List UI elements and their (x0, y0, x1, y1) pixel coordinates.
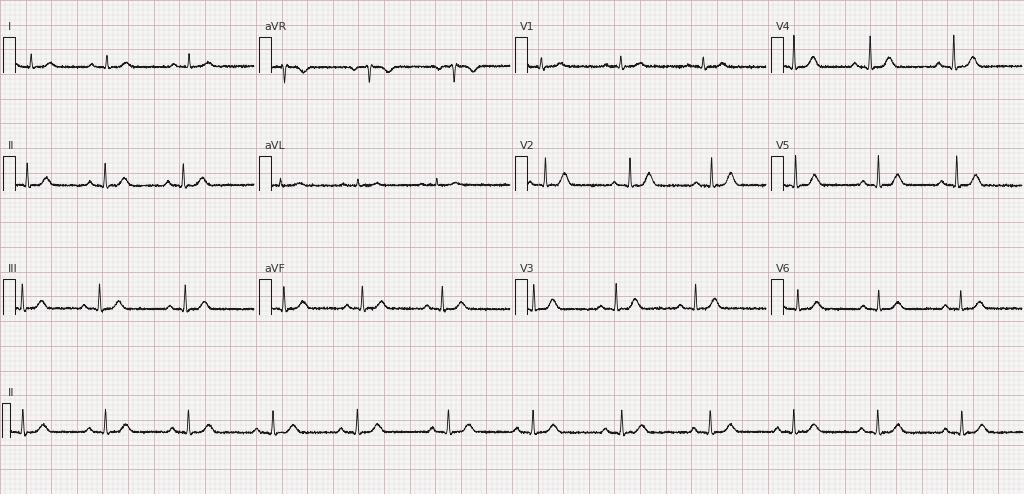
Text: V3: V3 (520, 264, 535, 274)
Text: V2: V2 (520, 141, 535, 151)
Text: II: II (8, 388, 14, 398)
Text: aVF: aVF (264, 264, 285, 274)
Text: II: II (8, 141, 14, 151)
Text: V5: V5 (776, 141, 791, 151)
Text: V4: V4 (776, 22, 791, 32)
Text: aVR: aVR (264, 22, 287, 32)
Text: III: III (8, 264, 18, 274)
Text: I: I (8, 22, 11, 32)
Text: V1: V1 (520, 22, 535, 32)
Text: V6: V6 (776, 264, 791, 274)
Text: aVL: aVL (264, 141, 285, 151)
